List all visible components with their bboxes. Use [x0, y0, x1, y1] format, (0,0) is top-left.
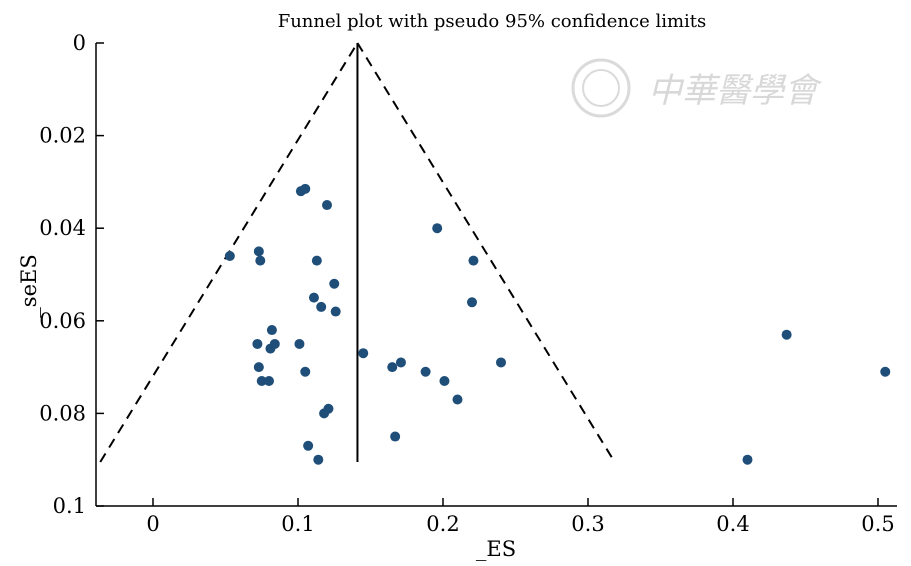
y-tick-label: 0.1 — [53, 494, 86, 518]
funnel-right-limit — [356, 42, 616, 463]
data-point — [432, 223, 443, 234]
x-ticks: 0 0.1 0.2 0.3 0.4 0.5 — [146, 498, 895, 536]
data-point — [496, 357, 506, 368]
x-tick-label: 0.2 — [426, 512, 459, 536]
x-axis-title: _ES — [476, 537, 516, 561]
watermark-seal-inner — [582, 69, 620, 107]
data-point — [439, 375, 450, 386]
data-point — [300, 183, 311, 194]
data-point — [330, 306, 341, 317]
data-point — [468, 255, 479, 266]
x-tick-label: 0.3 — [571, 512, 604, 536]
data-point — [358, 348, 369, 359]
data-point — [303, 440, 314, 451]
data-point — [880, 366, 891, 377]
data-point — [313, 454, 324, 465]
watermark-text: 中華醫學會 — [648, 71, 823, 111]
axes: 0 0.02 0.04 0.06 0.08 0.1 0 0.1 0.2 0.3 0.4 0.5 — [39, 31, 897, 536]
funnel-confidence-limits — [99, 42, 616, 463]
x-tick-label: 0.1 — [281, 512, 314, 536]
y-tick-label: 0.04 — [39, 216, 86, 240]
y-tick-label: 0 — [73, 31, 86, 55]
data-point — [224, 250, 235, 261]
x-tick-label: 0 — [146, 512, 159, 536]
data-point — [420, 366, 431, 377]
data-point — [329, 278, 340, 289]
data-point — [781, 329, 792, 340]
data-point — [311, 255, 322, 266]
data-point — [294, 338, 305, 349]
data-point — [300, 366, 311, 377]
data-points — [224, 183, 891, 465]
data-point — [395, 357, 406, 368]
watermark-seal — [571, 58, 631, 118]
data-point — [266, 325, 277, 336]
x-tick-label: 0.4 — [716, 512, 749, 536]
data-point — [264, 375, 274, 386]
data-point — [253, 246, 264, 257]
watermark: 中華醫學會 — [571, 58, 823, 118]
data-point — [742, 454, 753, 465]
data-point — [322, 200, 332, 211]
data-point — [269, 338, 280, 349]
data-point — [255, 255, 266, 266]
x-tick-label: 0.5 — [861, 512, 894, 536]
y-tick-label: 0.08 — [39, 401, 86, 425]
data-point — [253, 362, 264, 373]
y-ticks: 0 0.02 0.04 0.06 0.08 0.1 — [39, 31, 104, 518]
data-point — [308, 292, 319, 303]
data-point — [387, 362, 398, 373]
y-tick-label: 0.06 — [39, 309, 86, 333]
y-axis-title: _seES — [17, 254, 41, 317]
data-point — [467, 297, 477, 308]
chart-title: Funnel plot with pseudo 95% confidence l… — [278, 11, 707, 32]
data-point — [316, 301, 327, 312]
data-point — [390, 431, 401, 442]
data-point — [256, 375, 267, 386]
y-tick-label: 0.02 — [39, 124, 86, 148]
data-point — [323, 403, 334, 414]
data-point — [252, 338, 263, 349]
data-point — [452, 394, 463, 405]
